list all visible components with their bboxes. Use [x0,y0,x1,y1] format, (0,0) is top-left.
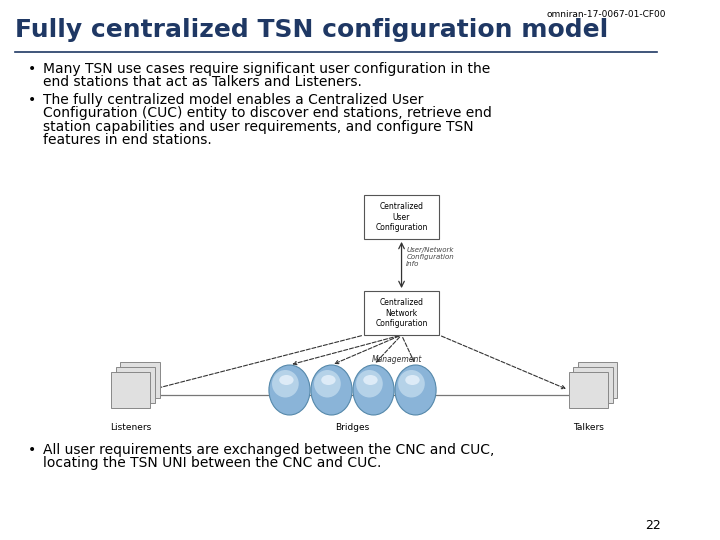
Text: end stations that act as Talkers and Listeners.: end stations that act as Talkers and Lis… [43,76,362,90]
Text: •: • [28,62,36,76]
Text: •: • [28,443,36,457]
Ellipse shape [311,365,352,415]
Text: locating the TSN UNI between the CNC and CUC.: locating the TSN UNI between the CNC and… [43,456,382,470]
Ellipse shape [269,365,310,415]
Text: User/Network
Configuration
Info: User/Network Configuration Info [406,247,454,267]
Text: Fully centralized TSN configuration model: Fully centralized TSN configuration mode… [15,18,608,42]
Text: The fully centralized model enables a Centralized User: The fully centralized model enables a Ce… [43,93,423,107]
Text: Configuration (CUC) entity to discover end stations, retrieve end: Configuration (CUC) entity to discover e… [43,106,492,120]
Bar [578,362,617,398]
Ellipse shape [314,370,341,397]
Ellipse shape [279,375,294,385]
Text: •: • [28,93,36,107]
Text: features in end stations.: features in end stations. [43,133,212,147]
Text: Bridges: Bridges [336,423,369,432]
Ellipse shape [405,375,420,385]
Text: 22: 22 [645,519,661,532]
Bar [120,362,160,398]
Ellipse shape [321,375,336,385]
Ellipse shape [272,370,299,397]
Text: omniran-17-0067-01-CF00: omniran-17-0067-01-CF00 [546,10,666,19]
Ellipse shape [364,375,377,385]
Text: All user requirements are exchanged between the CNC and CUC,: All user requirements are exchanged betw… [43,443,495,457]
Bar [569,372,608,408]
Ellipse shape [398,370,425,397]
Text: Many TSN use cases require significant user configuration in the: Many TSN use cases require significant u… [43,62,490,76]
Text: Talkers: Talkers [573,423,604,432]
FancyBboxPatch shape [364,195,439,239]
Text: Management: Management [372,355,422,364]
Bar [111,372,150,408]
Text: Centralized
User
Configuration: Centralized User Configuration [375,202,428,232]
Bar [116,367,155,403]
Text: station capabilities and user requirements, and configure TSN: station capabilities and user requiremen… [43,120,474,134]
Text: Centralized
Network
Configuration: Centralized Network Configuration [375,298,428,328]
Text: Listeners: Listeners [110,423,151,432]
Ellipse shape [356,370,383,397]
Ellipse shape [395,365,436,415]
Bar [573,367,613,403]
Ellipse shape [353,365,394,415]
FancyBboxPatch shape [364,291,439,335]
